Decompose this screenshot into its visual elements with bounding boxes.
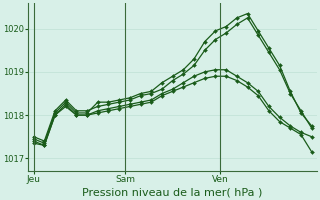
X-axis label: Pression niveau de la mer( hPa ): Pression niveau de la mer( hPa ) (83, 187, 263, 197)
